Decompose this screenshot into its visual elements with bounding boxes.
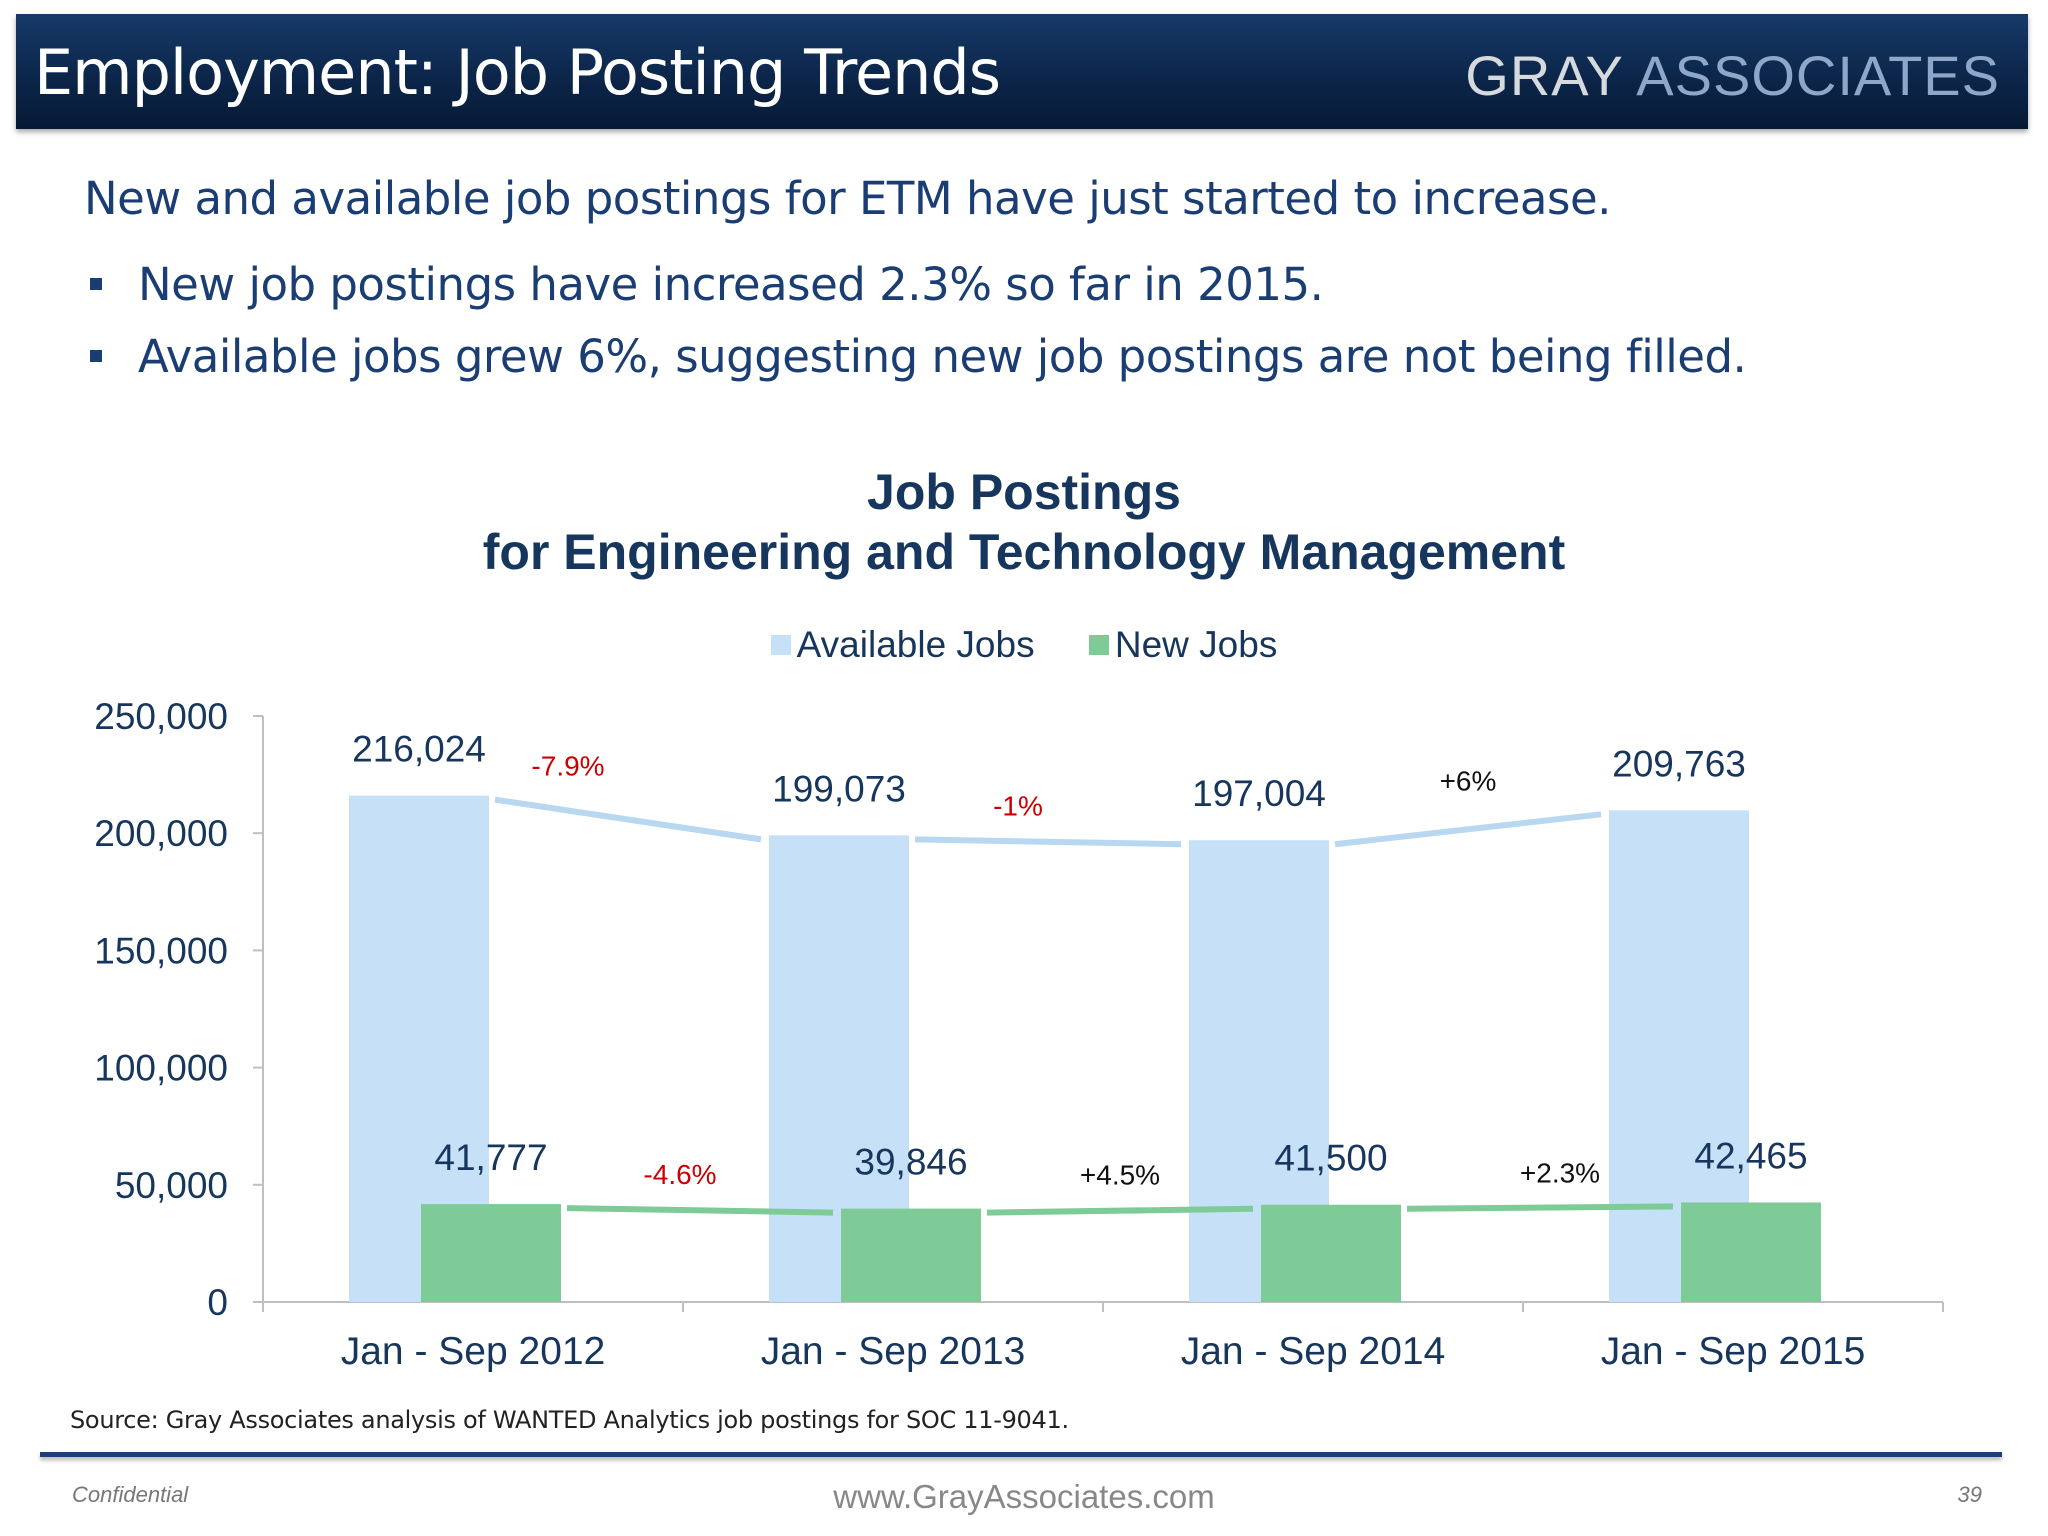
trend-line-available bbox=[494, 796, 762, 843]
y-tick-label: 150,000 bbox=[94, 930, 228, 971]
trend-line-available bbox=[914, 836, 1182, 848]
trend-line-new bbox=[986, 1205, 1254, 1216]
y-tick-label: 100,000 bbox=[94, 1048, 228, 1089]
bar-new-jobs bbox=[1261, 1204, 1401, 1302]
data-label-available: 216,024 bbox=[352, 729, 486, 770]
bullet-list: New job postings have increased 2.3% so … bbox=[84, 258, 1747, 402]
y-tick-label: 0 bbox=[207, 1282, 228, 1323]
bullet-item: New job postings have increased 2.3% so … bbox=[84, 258, 1746, 330]
logo-word-gray: GRAY bbox=[1465, 44, 1623, 107]
legend-label-available: Available Jobs bbox=[796, 624, 1035, 665]
y-tick-label: 200,000 bbox=[94, 813, 228, 854]
data-label-available: 199,073 bbox=[772, 768, 906, 809]
data-label-available: 209,763 bbox=[1612, 743, 1746, 784]
logo-word-associates: ASSOCIATES bbox=[1636, 44, 2000, 107]
y-tick-label: 250,000 bbox=[94, 696, 228, 737]
change-label-new: -4.6% bbox=[643, 1159, 716, 1190]
footer-website: www.GrayAssociates.com bbox=[833, 1478, 1215, 1515]
bullet-square-icon bbox=[90, 350, 102, 362]
page-title: Employment: Job Posting Trends bbox=[34, 36, 1001, 109]
bullet-text: Available jobs grew 6%, suggesting new j… bbox=[138, 330, 1747, 383]
chart-title-line1: Job Postings bbox=[867, 464, 1181, 520]
x-tick-label: Jan - Sep 2013 bbox=[761, 1330, 1026, 1373]
y-tick-label: 50,000 bbox=[115, 1165, 228, 1206]
data-label-new: 39,846 bbox=[854, 1142, 967, 1183]
x-tick-label: Jan - Sep 2012 bbox=[341, 1330, 606, 1373]
bullet-item: Available jobs grew 6%, suggesting new j… bbox=[84, 330, 1747, 402]
change-label-available: +6% bbox=[1440, 765, 1497, 796]
bar-new-jobs bbox=[841, 1208, 981, 1302]
chart-legend: Available Jobs New Jobs bbox=[0, 624, 2048, 666]
data-label-new: 41,777 bbox=[434, 1137, 547, 1178]
bar-new-jobs bbox=[1681, 1202, 1821, 1302]
legend-swatch-available bbox=[770, 635, 791, 655]
bar-new-jobs bbox=[421, 1204, 561, 1302]
data-label-available: 197,004 bbox=[1192, 773, 1326, 814]
change-label-new: +4.5% bbox=[1080, 1160, 1160, 1191]
trend-line-available bbox=[1334, 811, 1602, 848]
header-bar: Employment: Job Posting Trends GRAY ASSO… bbox=[16, 14, 2028, 129]
data-label-new: 42,465 bbox=[1694, 1135, 1807, 1176]
x-tick-label: Jan - Sep 2015 bbox=[1601, 1330, 1866, 1373]
change-label-new: +2.3% bbox=[1520, 1157, 1600, 1188]
footer-confidential: Confidential bbox=[72, 1482, 189, 1507]
trend-line-new bbox=[1406, 1203, 1674, 1212]
bullet-text: New job postings have increased 2.3% so … bbox=[138, 258, 1324, 311]
footer-page-number: 39 bbox=[1957, 1482, 1982, 1507]
intro-text: New and available job postings for ETM h… bbox=[84, 172, 1611, 225]
footer-divider bbox=[40, 1452, 2002, 1457]
bar-chart: 0 50,000 100,000 150,000 200,000 250,000 Jan -… bbox=[94, 696, 1944, 1373]
legend-label-new: New Jobs bbox=[1114, 624, 1278, 665]
bullet-square-icon bbox=[90, 278, 102, 290]
x-tick-label: Jan - Sep 2014 bbox=[1181, 1330, 1446, 1373]
trend-line-new bbox=[566, 1205, 834, 1216]
legend-item-available: Available Jobs bbox=[770, 624, 1035, 666]
change-label-available: -1% bbox=[993, 790, 1043, 821]
company-logo: GRAY ASSOCIATES bbox=[1465, 48, 2000, 104]
data-label-new: 41,500 bbox=[1274, 1138, 1387, 1179]
change-label-available: -7.9% bbox=[531, 751, 604, 782]
chart-title-line2: for Engineering and Technology Managemen… bbox=[482, 524, 1566, 580]
legend-swatch-new bbox=[1088, 635, 1109, 655]
legend-item-new: New Jobs bbox=[1088, 624, 1278, 666]
source-note: Source: Gray Associates analysis of WANT… bbox=[70, 1406, 1069, 1434]
